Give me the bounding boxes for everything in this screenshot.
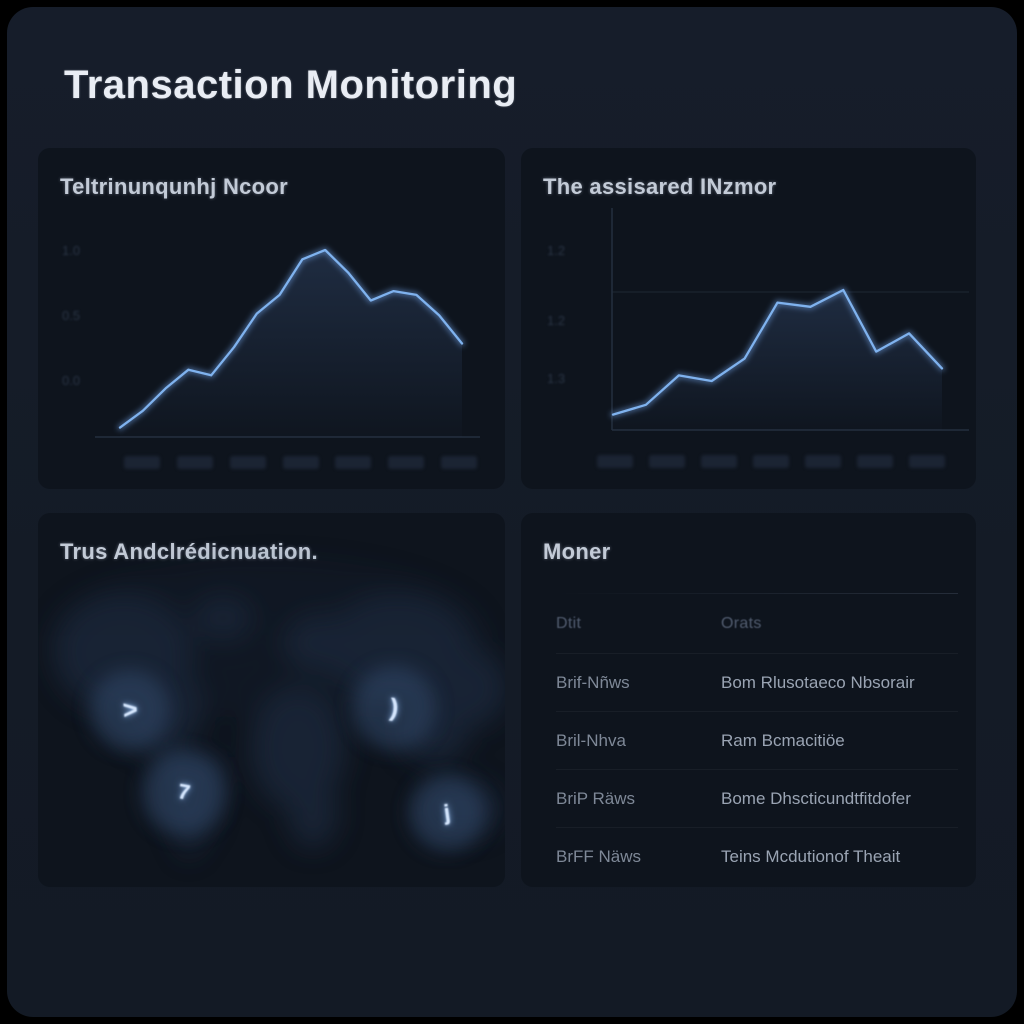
x-axis-tick-label [229,456,266,469]
y-axis-tick: 0.5 [62,308,81,323]
table-title: Moner [543,539,611,564]
y-axis-tick: 1.2 [547,313,566,328]
table-row: BrFF Näws Teins Mcdutionof Theait [556,827,958,885]
table-row: Brif-Nñws Bom Rlusotaeco Nbsorair [556,653,958,711]
location-marker-icon: j [442,799,452,826]
map-marker[interactable]: 7 [160,769,208,817]
row-source: Bril-Nhva [556,730,626,750]
row-source: Brif-Nñws [556,672,630,692]
y-axis-tick: 1.0 [62,243,81,258]
column-header: Orats [721,615,762,632]
table-row: Bril-Nhva Ram Bcmacitiöe [556,711,958,769]
x-axis-tick-label [124,456,160,469]
map-marker[interactable]: > [106,686,154,734]
panel-map: Trus Andclrédicnuation. [38,513,505,887]
table-row: BriP Räws Bome Dhscticundtfitdofer [556,769,958,827]
trend-right-title: The assisared INzmor [543,174,777,199]
row-detail: Bom Rlusotaeco Nbsorair [721,672,915,692]
x-axis-tick-label [857,455,893,468]
y-axis-tick: 1.3 [547,371,566,386]
divider [556,593,958,594]
x-axis-tick-label [909,455,945,468]
page-title: Transaction Monitoring [64,63,518,107]
x-axis-tick-label [701,455,737,468]
x-axis-tick-label [176,456,213,469]
x-axis-tick-label [753,455,789,468]
dashboard-root: Transaction Monitoring Teltrinunqunhj Nc… [7,7,1017,1017]
x-axis-tick-label [597,455,633,468]
row-detail: Teins Mcdutionof Theait [721,846,901,866]
trend-left-title: Teltrinunqunhj Ncoor [60,174,289,199]
table-header-row: Dtit Orats [556,615,958,649]
x-axis-tick-label [282,456,319,469]
map-pin-halos [90,666,485,851]
row-source: BrFF Näws [556,846,641,866]
line-chart [95,247,480,438]
row-detail: Ram Bcmacitiöe [721,730,845,750]
x-axis-tick-label [441,456,477,469]
x-axis-tick-label [805,455,841,468]
line-chart [610,208,969,431]
x-axis-tick-label [649,455,685,468]
table-body: Brif-Nñws Bom Rlusotaeco Nbsorair Bril-N… [556,653,958,885]
location-marker-icon: ) [388,693,400,722]
panel-table: Moner Dtit Orats Brif-Nñws Bom Rlusotaec… [521,513,976,887]
x-axis-tick-label [335,456,372,469]
panel-trend-left: Teltrinunqunhj Ncoor 1.0 0.5 0.0 [38,148,505,489]
panel-trend-right: The assisared INzmor 1.2 1.2 1.3 [521,148,976,489]
column-header: Dtit [556,615,582,632]
row-source: BriP Räws [556,788,636,808]
location-marker-icon: > [121,695,139,724]
world-map [48,558,505,861]
row-detail: Bome Dhscticundtfitdofer [721,788,911,808]
y-axis-tick: 1.2 [547,243,566,258]
location-marker-icon: 7 [176,780,192,805]
x-axis-tick-label [388,456,425,469]
y-axis-tick: 0.0 [62,373,81,388]
map-marker[interactable]: ) [370,684,418,732]
map-marker[interactable]: j [423,789,471,837]
